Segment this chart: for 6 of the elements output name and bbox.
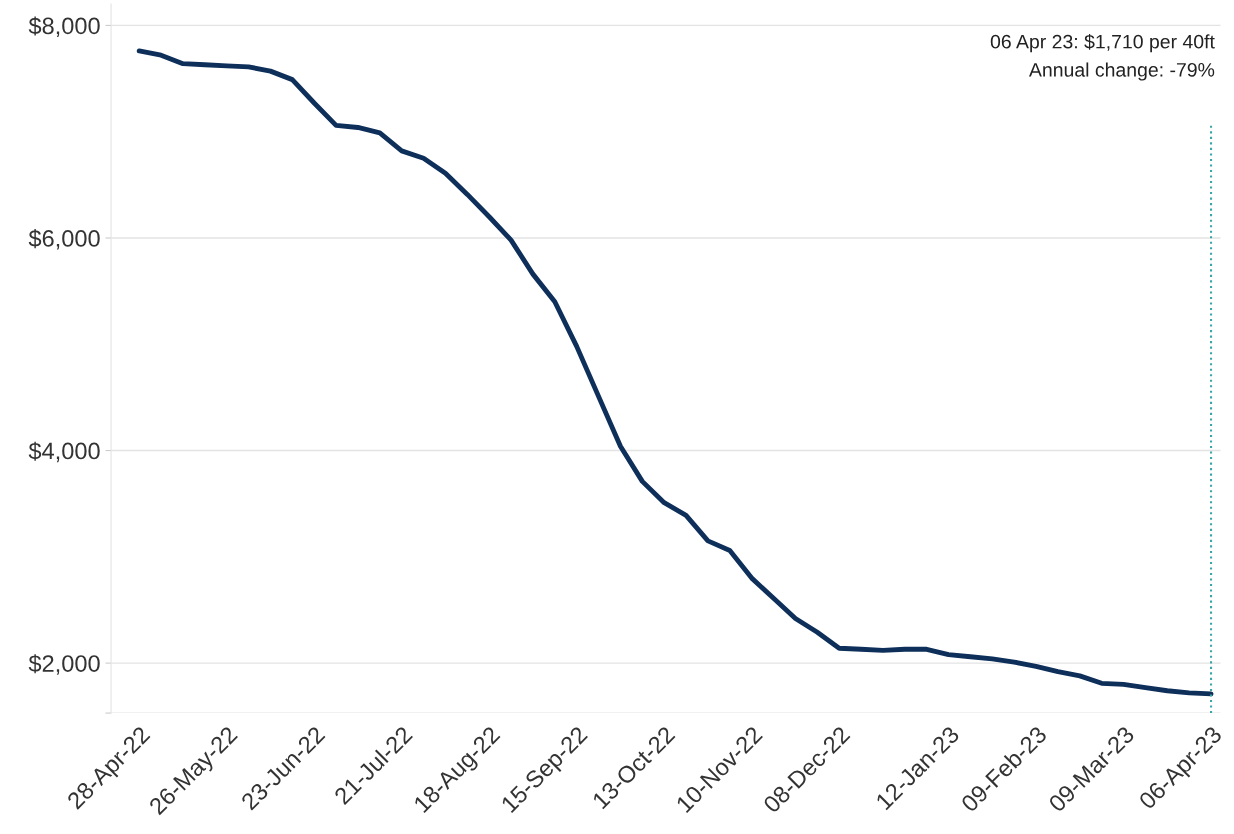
- y-tick-label: $2,000: [28, 654, 100, 675]
- annotation: Annual change: -79%: [1028, 62, 1215, 81]
- y-tick-label: $4,000: [28, 441, 100, 463]
- y-tick-label: $8,000: [28, 16, 100, 37]
- annotation: 06 Apr 23: $1,710 per 40ft: [990, 33, 1215, 53]
- y-tick-label: $6,000: [28, 229, 100, 250]
